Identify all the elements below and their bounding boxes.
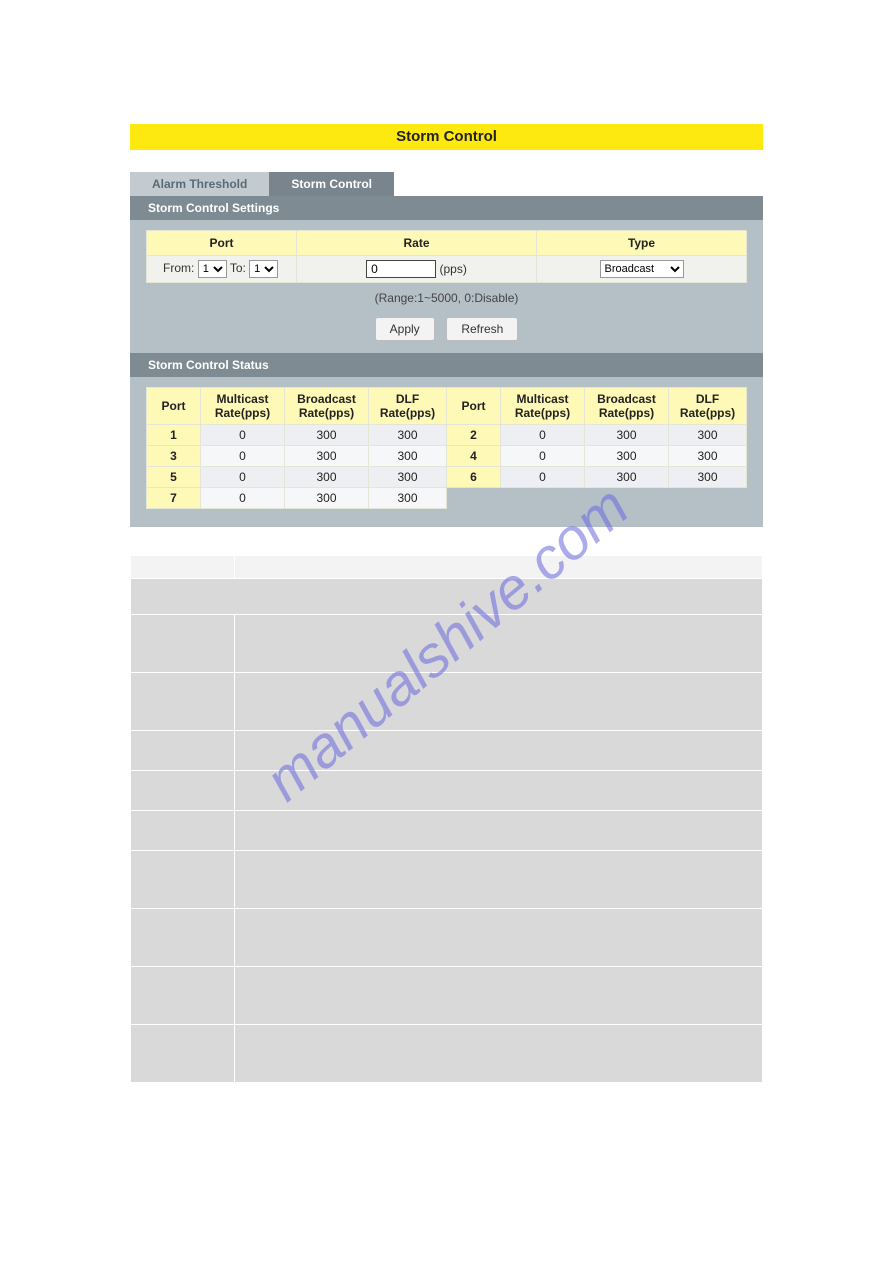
lower-cell-left xyxy=(131,731,235,771)
port-to-select[interactable]: 1 xyxy=(249,260,278,278)
table-cell: 300 xyxy=(669,425,747,446)
lower-empty-table xyxy=(130,555,763,1083)
lower-cell-right xyxy=(235,731,763,771)
lower-cell-right xyxy=(235,967,763,1025)
settings-th-rate: Rate xyxy=(297,231,537,256)
apply-button[interactable]: Apply xyxy=(375,317,435,341)
table-cell: 0 xyxy=(501,446,585,467)
section-settings-header: Storm Control Settings xyxy=(130,196,763,220)
lower-cell-right xyxy=(235,771,763,811)
status-th-bcast2: Broadcast Rate(pps) xyxy=(585,388,669,425)
port-cell: 6 xyxy=(447,467,501,488)
table-cell: 300 xyxy=(285,425,369,446)
port-cell: 3 xyxy=(147,446,201,467)
range-note: (Range:1~5000, 0:Disable) xyxy=(146,291,747,305)
port-cell: 2 xyxy=(447,425,501,446)
table-cell: 300 xyxy=(285,488,369,509)
table-cell: 300 xyxy=(585,446,669,467)
lower-cell-left xyxy=(131,673,235,731)
port-cell: 5 xyxy=(147,467,201,488)
table-cell: 300 xyxy=(285,446,369,467)
status-th-bcast: Broadcast Rate(pps) xyxy=(285,388,369,425)
lower-cell-left xyxy=(131,579,763,615)
table-cell: 300 xyxy=(285,467,369,488)
table-cell: 0 xyxy=(201,467,285,488)
table-cell: 300 xyxy=(669,467,747,488)
table-cell: 0 xyxy=(201,446,285,467)
port-cell: 7 xyxy=(147,488,201,509)
lower-cell-left xyxy=(131,811,235,851)
status-th-dlf2: DLF Rate(pps) xyxy=(669,388,747,425)
lower-cell-left xyxy=(131,967,235,1025)
port-cell: 1 xyxy=(147,425,201,446)
table-cell: 300 xyxy=(585,467,669,488)
lower-cell-left xyxy=(131,1025,235,1083)
status-th-dlf: DLF Rate(pps) xyxy=(369,388,447,425)
table-cell: 0 xyxy=(201,488,285,509)
from-label: From: xyxy=(163,261,194,275)
table-cell: 300 xyxy=(369,467,447,488)
settings-th-type: Type xyxy=(537,231,747,256)
status-th-mcast2: Multicast Rate(pps) xyxy=(501,388,585,425)
status-table: Port Multicast Rate(pps) Broadcast Rate(… xyxy=(146,387,747,509)
lower-cell-right xyxy=(235,673,763,731)
tab-storm-control[interactable]: Storm Control xyxy=(269,172,394,196)
lower-cell-left xyxy=(131,615,235,673)
status-th-mcast: Multicast Rate(pps) xyxy=(201,388,285,425)
lower-cell-right xyxy=(235,556,763,579)
table-cell: 0 xyxy=(201,425,285,446)
rate-unit: (pps) xyxy=(440,262,467,276)
table-cell: 300 xyxy=(369,446,447,467)
to-label: To: xyxy=(230,261,246,275)
rate-input[interactable] xyxy=(366,260,436,278)
status-th-port: Port xyxy=(147,388,201,425)
lower-cell-left xyxy=(131,909,235,967)
table-cell: 300 xyxy=(669,446,747,467)
lower-cell-left xyxy=(131,771,235,811)
page-title: Storm Control xyxy=(130,124,763,150)
lower-cell-left xyxy=(131,556,235,579)
lower-cell-right xyxy=(235,1025,763,1083)
table-cell: 300 xyxy=(585,425,669,446)
port-cell: 4 xyxy=(447,446,501,467)
table-cell: 0 xyxy=(501,425,585,446)
table-cell: 300 xyxy=(369,425,447,446)
section-status-header: Storm Control Status xyxy=(130,353,763,377)
refresh-button[interactable]: Refresh xyxy=(446,317,518,341)
table-cell: 0 xyxy=(501,467,585,488)
port-from-select[interactable]: 1 xyxy=(198,260,227,278)
type-select[interactable]: Broadcast xyxy=(600,260,684,278)
lower-cell-right xyxy=(235,851,763,909)
lower-cell-right xyxy=(235,909,763,967)
tab-alarm-threshold[interactable]: Alarm Threshold xyxy=(130,172,269,196)
settings-th-port: Port xyxy=(147,231,297,256)
table-cell: 300 xyxy=(369,488,447,509)
lower-cell-left xyxy=(131,851,235,909)
lower-cell-right xyxy=(235,811,763,851)
settings-table: Port Rate Type From: 1 To: 1 (pps) xyxy=(146,230,747,283)
tabs: Alarm Threshold Storm Control xyxy=(130,172,763,196)
status-th-port2: Port xyxy=(447,388,501,425)
main-panel: Storm Control Settings Port Rate Type Fr… xyxy=(130,196,763,527)
lower-cell-right xyxy=(235,615,763,673)
